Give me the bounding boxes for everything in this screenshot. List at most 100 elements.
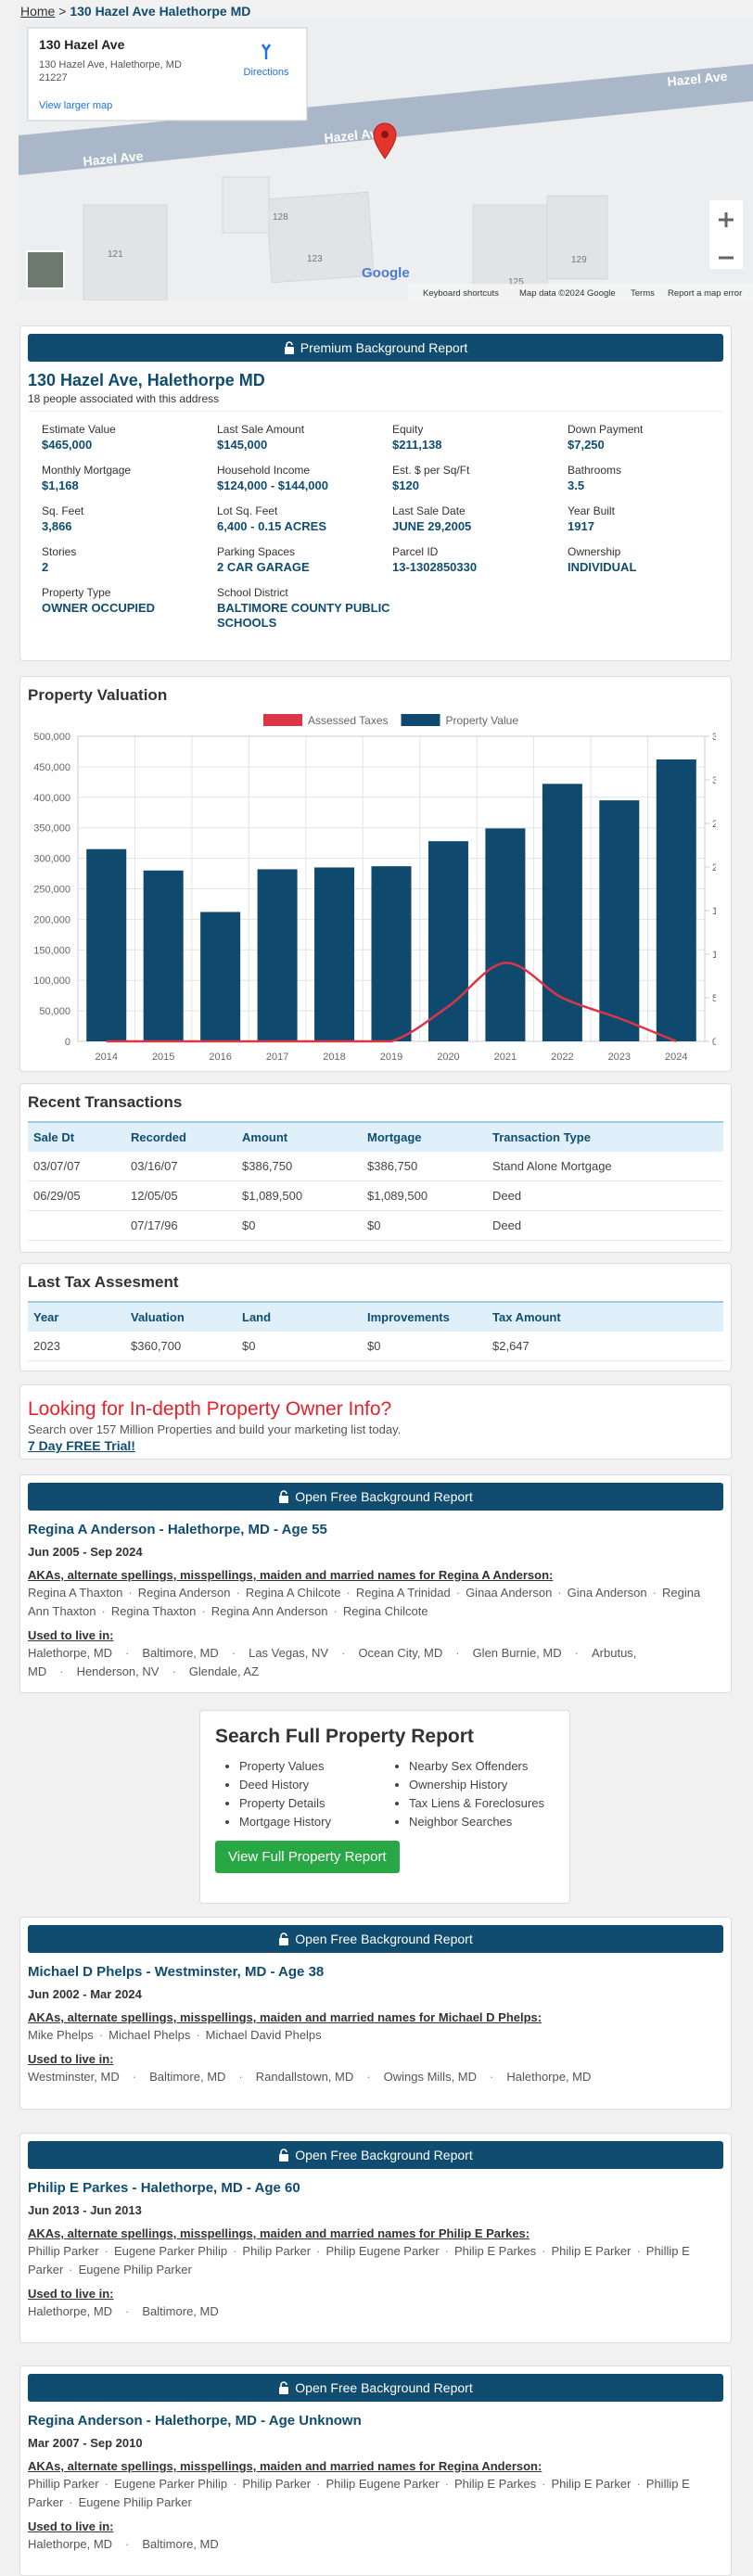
y-tick-label: 100,000 [33,976,70,987]
akas-list: Regina A ThaxtonRegina AndersonRegina A … [28,1584,723,1621]
place: Baltimore, MD [142,2304,219,2318]
report-button[interactable]: Open Free Background Report [28,2374,723,2402]
map-pin[interactable] [373,122,397,159]
fact-value: 6,400 - 0.15 ACRES [217,519,327,533]
zoom-icons [719,212,734,260]
property-subtitle: 18 people associated with this address [28,392,723,412]
person-card: Open Free Background Report Regina A Ande… [19,1474,732,1693]
feature-columns: Property ValuesDeed HistoryProperty Deta… [215,1757,555,1831]
fact: Household Income $124,000 - $144,000 [217,464,392,493]
feature: Deed History [239,1776,385,1794]
person-dates: Jun 2013 - Jun 2013 [28,2203,142,2217]
line [106,962,677,1043]
building [472,204,548,299]
report-button[interactable]: Open Free Background Report [28,1925,723,1953]
fact-value: INDIVIDUAL [568,560,637,574]
directions-icon[interactable] [261,44,272,59]
place: Owings Mills, MD [384,2070,507,2084]
aka: Philip Eugene Parker [325,2244,453,2258]
zoom-controls[interactable] [709,200,743,269]
breadcrumb: Home > 130 Hazel Ave Halethorpe MD [20,4,250,19]
report-button[interactable]: Open Free Background Report [28,2141,723,2169]
fact-label: Est. $ per Sq/Ft [392,464,470,477]
lock-icon [284,341,294,354]
cell: $386,750 [362,1152,487,1181]
bar [599,800,640,1041]
cell: 2023 [28,1332,125,1361]
map-footer[interactable]: Terms [631,288,655,299]
street-label: Hazel Ave [667,69,729,89]
y-tick-label: 450,000 [33,762,70,773]
view-larger-link[interactable]: View larger map [39,100,112,111]
fact-label: Lot Sq. Feet [217,504,278,517]
y-tick-label: 300,000 [33,854,70,865]
aka: Philip Parker [242,2477,325,2491]
parcel-number: 129 [571,255,587,265]
column-header: Sale Dt [28,1121,125,1152]
cell: $0 [362,1210,487,1241]
trial-link[interactable]: 7 Day FREE Trial! [28,1438,135,1453]
directions-link[interactable]: Directions [244,67,289,78]
fact: Monthly Mortgage $1,168 [42,464,217,493]
person-name[interactable]: Philip E Parkes - Halethorpe, MD - Age 6… [28,2180,300,2196]
map-footer-bg [408,284,753,300]
data-table: Sale Dt Recorded Amount Mortgage Transaction… [28,1121,723,1241]
fact-label: Parcel ID [392,545,439,558]
bar [485,828,526,1041]
fact: Parcel ID 13-1302850330 [392,545,568,575]
akas-list: Phillip ParkerEugene Parker PhilipPhilip… [28,2242,723,2279]
fact: Bathrooms 3.5 [568,464,731,493]
place: Westminster, MD [28,2070,149,2084]
person-name[interactable]: Michael D Phelps - Westminster, MD - Age… [28,1964,325,1980]
map-footer[interactable]: Report a map error [668,288,742,299]
column-header: Mortgage [362,1121,487,1152]
fact-label: Down Payment [568,423,644,436]
map-footer[interactable]: Map data ©2024 Google [519,288,616,299]
place: Glendale, AZ [188,1664,259,1678]
aka: Philip E Parkes [454,2244,552,2258]
fact-value: BALTIMORE COUNTY PUBLIC SCHOOLS [217,601,390,630]
street-label: Hazel Ave [83,148,145,169]
lock-icon [279,2381,289,2394]
place: Ocean City, MD [358,1646,472,1660]
map-footer[interactable]: Keyboard shortcuts [423,288,499,299]
x-tick-label: 2019 [380,1052,402,1063]
place: Halethorpe, MD [28,2537,142,2551]
feature: Tax Liens & Foreclosures [409,1794,555,1813]
person-name[interactable]: Regina A Anderson - Halethorpe, MD - Age… [28,1522,327,1537]
report-button[interactable]: Open Free Background Report [28,1483,723,1511]
promo-title: Looking for In-depth Property Owner Info… [28,1398,392,1420]
pin-dot [381,131,389,138]
lived-list: Halethorpe, MDBaltimore, MD [28,2302,723,2321]
parcel-number: 128 [273,212,288,223]
home-link[interactable]: Home [20,4,56,19]
feature: Ownership History [409,1776,555,1794]
x-tick-label: 2022 [551,1052,573,1063]
place-title: 130 Hazel Ave [39,37,125,52]
fact-value: OWNER OCCUPIED [42,601,156,615]
fact: Year Built 1917 [568,504,731,534]
cell: $0 [236,1210,362,1241]
bar [371,866,412,1041]
bar [143,870,184,1041]
lived-heading: Used to live in: [28,2519,114,2533]
y2-tick-label: 35,000 [712,732,716,743]
person-name[interactable]: Regina Anderson - Halethorpe, MD - Age U… [28,2413,362,2429]
full-report-button[interactable]: View Full Property Report [215,1841,400,1873]
fact-value: 2 [42,560,49,574]
akas-list: Mike PhelpsMichael PhelpsMichael David P… [28,2026,723,2045]
promo-card: Looking for In-depth Property Owner Info… [19,1384,732,1460]
report-button[interactable]: Premium Background Report [28,334,723,362]
fact-value: $124,000 - $144,000 [217,478,328,492]
street-view-thumb[interactable] [26,250,65,289]
bar [86,848,127,1041]
lived-list: Westminster, MDBaltimore, MDRandallstown… [28,2068,723,2086]
separator: > [58,4,67,19]
road [19,64,753,175]
fact-value: 13-1302850330 [392,560,478,574]
aka: Regina Anderson [138,1586,246,1600]
feature: Property Details [239,1794,385,1813]
column-header: Amount [236,1121,362,1152]
aka: Eugene Philip Parker [78,2263,192,2276]
